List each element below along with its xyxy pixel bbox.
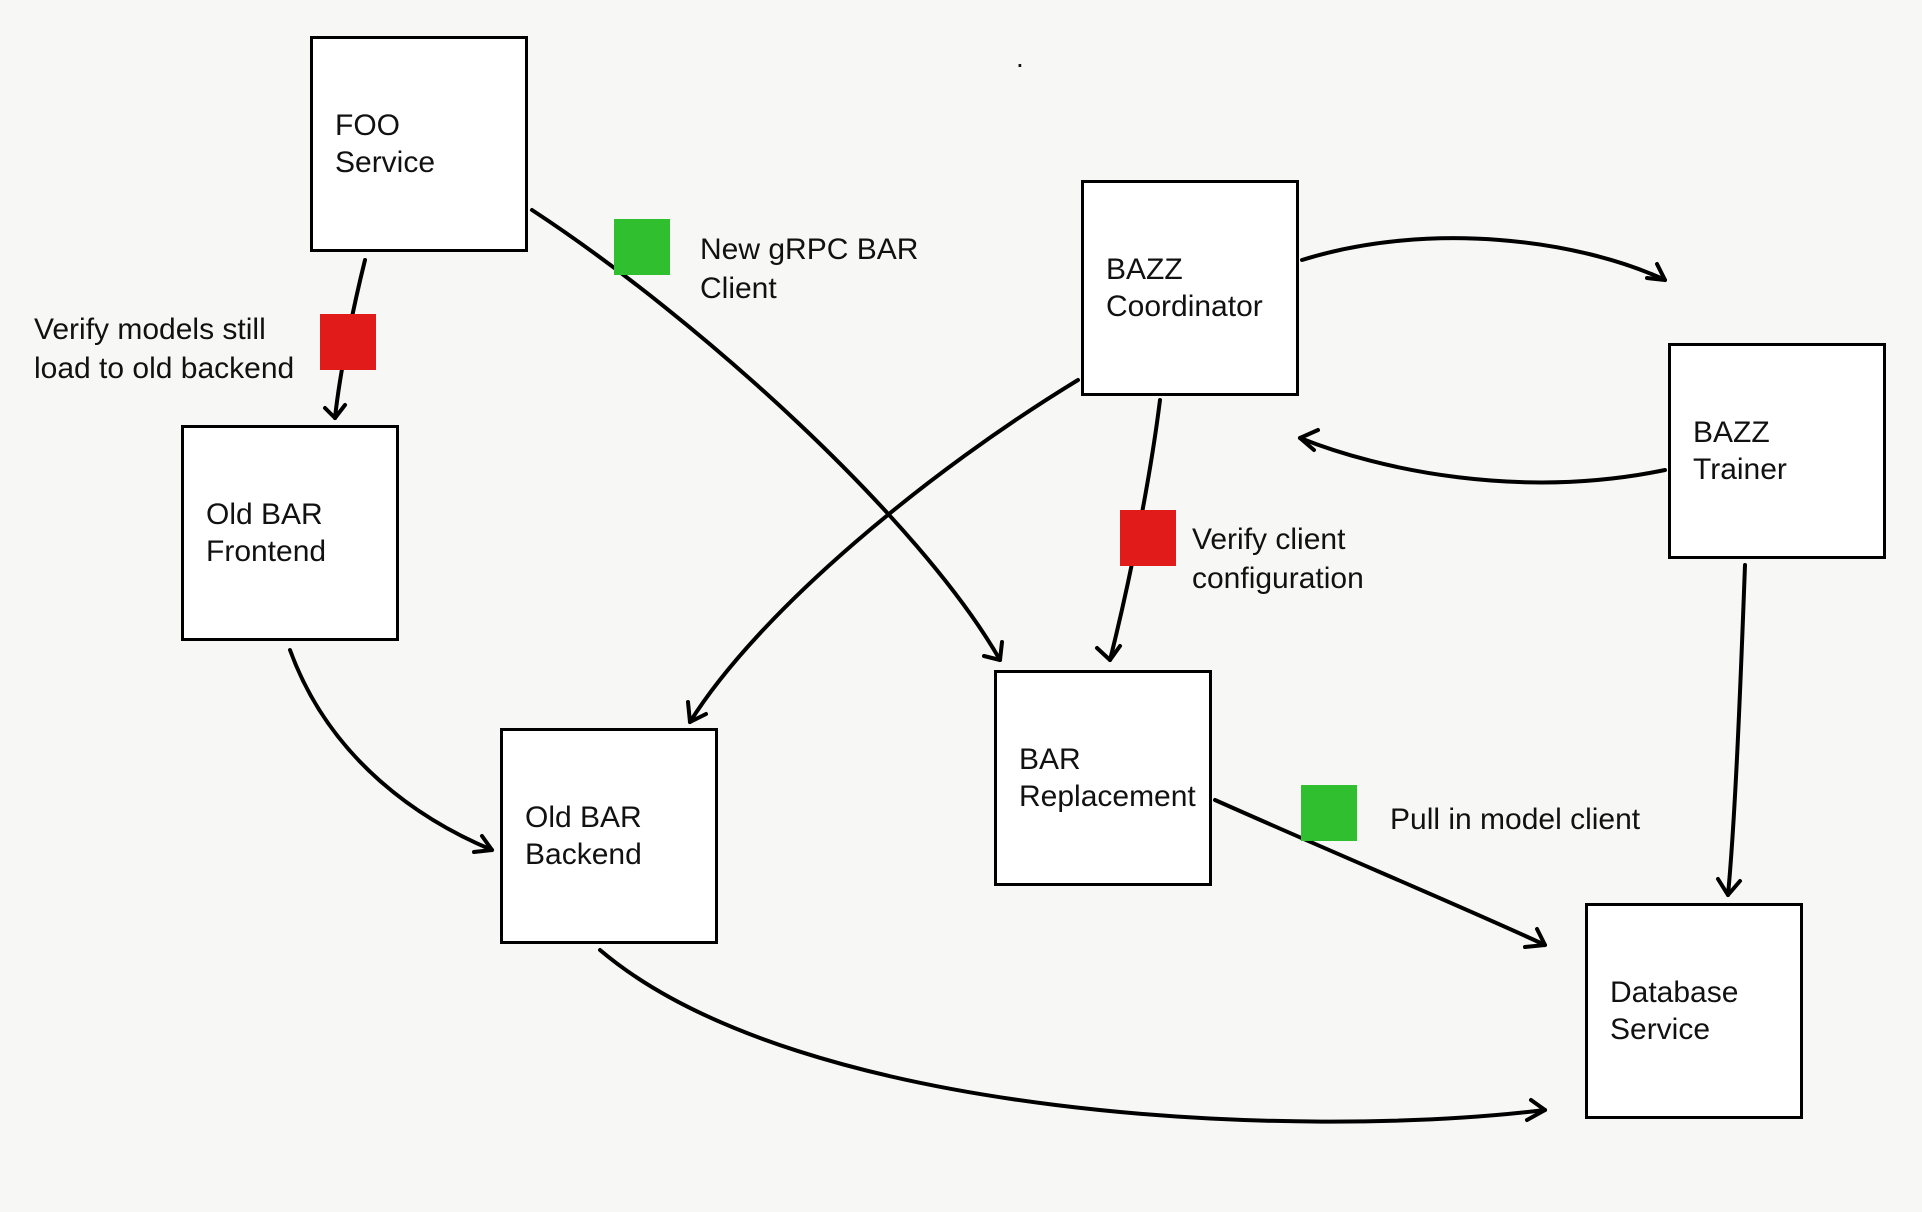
marker-green-modelclient — [1301, 785, 1357, 841]
node-bazz-trainer: BAZZ Trainer — [1668, 343, 1886, 559]
node-label: Old BAR Frontend — [206, 496, 374, 571]
label-verify-clientconf: Verify client configuration — [1192, 520, 1364, 598]
node-label: Database Service — [1610, 974, 1778, 1049]
node-old-bar-backend: Old BAR Backend — [500, 728, 718, 944]
edge-arrow-trainer-to-db — [1718, 879, 1740, 895]
stray-dot: . — [1016, 40, 1024, 76]
marker-green-grpc — [614, 219, 670, 275]
edge-arrow-bazz-to-trainer — [1647, 264, 1665, 280]
edge-arrow-foo-to-oldfront — [325, 405, 345, 418]
edge-arrow-trainer-to-bazz — [1300, 430, 1318, 450]
edge-arrow-bazz-to-barrepl — [1097, 646, 1120, 660]
node-bar-replacement: BAR Replacement — [994, 670, 1212, 886]
edge-bazz-to-trainer — [1302, 238, 1665, 280]
node-bazz-coordinator: BAZZ Coordinator — [1081, 180, 1299, 396]
label-verify-models: Verify models still load to old backend — [34, 310, 294, 388]
node-label: BAR Replacement — [1019, 741, 1196, 816]
edge-arrow-barrepl-to-db — [1525, 929, 1545, 947]
edge-arrow-oldfront-to-oldback — [474, 836, 492, 852]
node-label: BAZZ Trainer — [1693, 414, 1861, 489]
node-label: BAZZ Coordinator — [1106, 251, 1274, 326]
edge-arrow-foo-to-barrepl — [984, 642, 1002, 660]
node-label: Old BAR Backend — [525, 799, 693, 874]
diagram-canvas: . FOO Service Old BAR Frontend Old BAR B… — [0, 0, 1922, 1212]
node-database-service: Database Service — [1585, 903, 1803, 1119]
edge-trainer-to-db — [1728, 565, 1745, 895]
node-label: FOO Service — [335, 107, 503, 182]
label-grpc-client: New gRPC BAR Client — [700, 230, 918, 308]
node-foo-service: FOO Service — [310, 36, 528, 252]
node-old-bar-frontend: Old BAR Frontend — [181, 425, 399, 641]
edge-oldback-to-db — [600, 950, 1545, 1122]
marker-red-clientconf — [1120, 510, 1176, 566]
label-pull-model-client: Pull in model client — [1390, 800, 1640, 839]
edge-trainer-to-bazz — [1300, 438, 1665, 482]
edge-arrow-oldback-to-db — [1527, 1100, 1545, 1120]
edge-arrow-bazz-to-oldback — [688, 702, 706, 722]
marker-red-models — [320, 314, 376, 370]
edge-oldfront-to-oldback — [290, 650, 492, 850]
